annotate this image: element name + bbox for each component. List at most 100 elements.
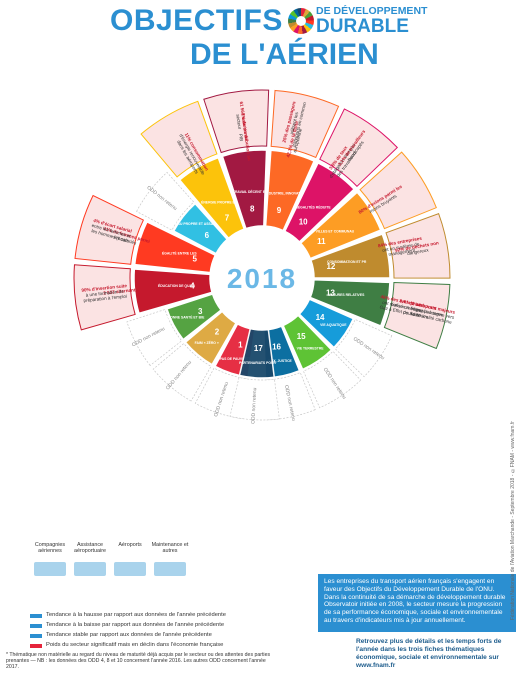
goal-6-empty-slot	[136, 171, 195, 231]
goal-7-number: 7	[225, 213, 230, 222]
callout-text-g4_a: 2 537 alternants	[103, 287, 139, 296]
goal-4-callout	[73, 264, 136, 331]
goal-3-empty-slot	[126, 309, 183, 366]
goal-2-name: FAIM « ZÉRO »	[195, 340, 219, 345]
goal-13-name: MESURES RELATIVES	[328, 293, 365, 297]
legend-marker	[30, 614, 42, 618]
legend-col: Compagnies aériennes	[34, 542, 66, 554]
legend-col: Maintenance et autres	[151, 542, 189, 554]
callout-line: 2 537 alternants	[103, 287, 139, 296]
callout-line: 1% de contribution au	[240, 113, 252, 161]
goal-17-name: PARTENARIATS POUR	[239, 361, 276, 365]
goal-7-callout	[140, 100, 218, 178]
goal-10-name: INÉGALITÉS RÉDUITE	[294, 204, 331, 209]
goal-13-number: 13	[326, 289, 335, 298]
sdg-wheel-icon	[288, 8, 314, 34]
goal-8-number: 8	[250, 205, 255, 214]
goal-9-name: INDUSTRIE, INNOVAT	[265, 192, 301, 196]
goal-3-name: BONNE SANTÉ ET BIE	[168, 314, 205, 319]
callout-line: ont un système de	[382, 241, 420, 253]
callout-line: à une formation de	[85, 289, 124, 298]
title-sdg-small: DE DÉVELOPPEMENT	[316, 5, 428, 17]
callout-line: préparation à l'emploi	[83, 294, 127, 304]
goal-6-name: EAU PROPRE ET ASSA	[175, 222, 213, 226]
title-line1: OBJECTIFS	[110, 4, 283, 37]
callout-line: PIB	[238, 134, 244, 142]
title-block: OBJECTIFS DE DÉVELOPPEMENT DURABLE DE L'…	[0, 0, 526, 78]
legend-marker	[30, 644, 42, 648]
goal-14-name: VIE AQUATIQUE	[320, 323, 347, 327]
goal-6-number: 6	[205, 231, 210, 240]
goal-7-tile	[178, 156, 246, 240]
legend-icons: Compagnies aériennes Assistance aéroportu…	[30, 542, 190, 602]
legend-col: Assistance aéroportuaire	[73, 542, 107, 554]
center-disc	[214, 230, 310, 326]
goal-13-callout	[383, 282, 451, 350]
legend-text: Tendance stable par rapport aux données …	[46, 632, 212, 638]
title-sdg-big: DURABLE	[316, 16, 409, 37]
callout-line: management	[388, 247, 416, 257]
plane-icon	[34, 562, 66, 576]
goal-10-number: 10	[299, 217, 308, 226]
goal-5-number: 5	[192, 255, 197, 264]
goal-15-tile	[282, 314, 333, 371]
callout-text-g8_a: 1% de contribution auPIB	[235, 113, 252, 162]
goal-9-callout	[270, 89, 340, 159]
callout-line: 90% d'insertion suite	[81, 283, 127, 293]
callout-text-g4_b: 90% d'insertion suiteà une formation dep…	[81, 283, 129, 303]
legend-marker	[30, 624, 42, 628]
goal-13-tile	[309, 279, 391, 327]
odd-not-retained-label: ODD non retenu	[250, 387, 258, 424]
callout-line: européenne	[292, 128, 303, 153]
goal-7-name: ÉNERGIE PROPRE ET	[201, 200, 238, 205]
goal-11-name: VILLES ET COMMUNAU	[316, 229, 355, 233]
goal-3-tile	[165, 293, 223, 341]
goal-4-tile	[133, 268, 213, 315]
goal-3-number: 3	[198, 307, 203, 316]
legend-row: Tendance stable par rapport aux données …	[30, 632, 280, 642]
legend-text: Tendance à la hausse par rapport aux don…	[46, 612, 226, 618]
goal-17-tile	[238, 327, 276, 379]
goal-14-number: 14	[316, 313, 325, 322]
goal-1-name: PAS DE PAUVRETÉ	[220, 356, 252, 361]
goal-9-number: 9	[277, 206, 282, 215]
plane-icon	[114, 562, 146, 576]
goal-5-callout	[74, 194, 145, 265]
goal-16-name: PAIX, JUSTICE	[268, 359, 293, 363]
goal-4-number: 4	[190, 281, 195, 290]
info-box: Les entreprises du transport aérien fran…	[318, 574, 516, 632]
goal-11-number: 11	[317, 237, 326, 246]
goal-10-callout	[319, 108, 399, 188]
goal-5-tile	[133, 220, 217, 274]
goal-1-number: 1	[238, 341, 243, 350]
footnote: * Thématique non matérielle au regard du…	[6, 652, 271, 671]
goal-15-name: VIE TERRESTRE	[297, 346, 325, 350]
legend-row: Tendance à la hausse par rapport aux don…	[30, 612, 280, 622]
goal-11-tile	[299, 191, 382, 260]
callout-line: dangereux	[407, 247, 430, 256]
callout-line: utilisent les	[289, 111, 300, 135]
goal-8-tile	[221, 149, 268, 230]
callout-line: pour 100 km	[403, 310, 429, 320]
legend-rows: Tendance à la hausse par rapport aux don…	[30, 612, 280, 652]
callout-line: 61 568 salariés du	[239, 101, 249, 141]
more-info-text: Retrouvez plus de détails et les temps f…	[356, 638, 502, 669]
goal-12-tile	[309, 233, 391, 279]
goal-17-number: 17	[254, 344, 263, 353]
goal-8-name: TRAVAIL DÉCENT ET	[233, 189, 268, 194]
goal-15-empty-slot	[302, 350, 362, 409]
callout-line: secteur	[235, 114, 242, 130]
goal-12-callout	[385, 212, 451, 279]
goal-14-tile	[298, 298, 355, 349]
goal-2-tile	[184, 310, 238, 366]
goal-17-empty-slot	[229, 376, 280, 421]
callout-text-g13_b: 3,4 l de carburantconsommés par passager…	[389, 297, 444, 323]
legend-row: Poids du secteur significatif mais en dé…	[30, 642, 280, 652]
legend-marker	[30, 634, 42, 638]
goal-6-tile	[172, 202, 229, 255]
goal-15-number: 15	[297, 332, 306, 341]
goal-12-number: 12	[326, 262, 335, 271]
plane-icon	[154, 562, 186, 576]
goal-8-callout	[203, 89, 270, 154]
